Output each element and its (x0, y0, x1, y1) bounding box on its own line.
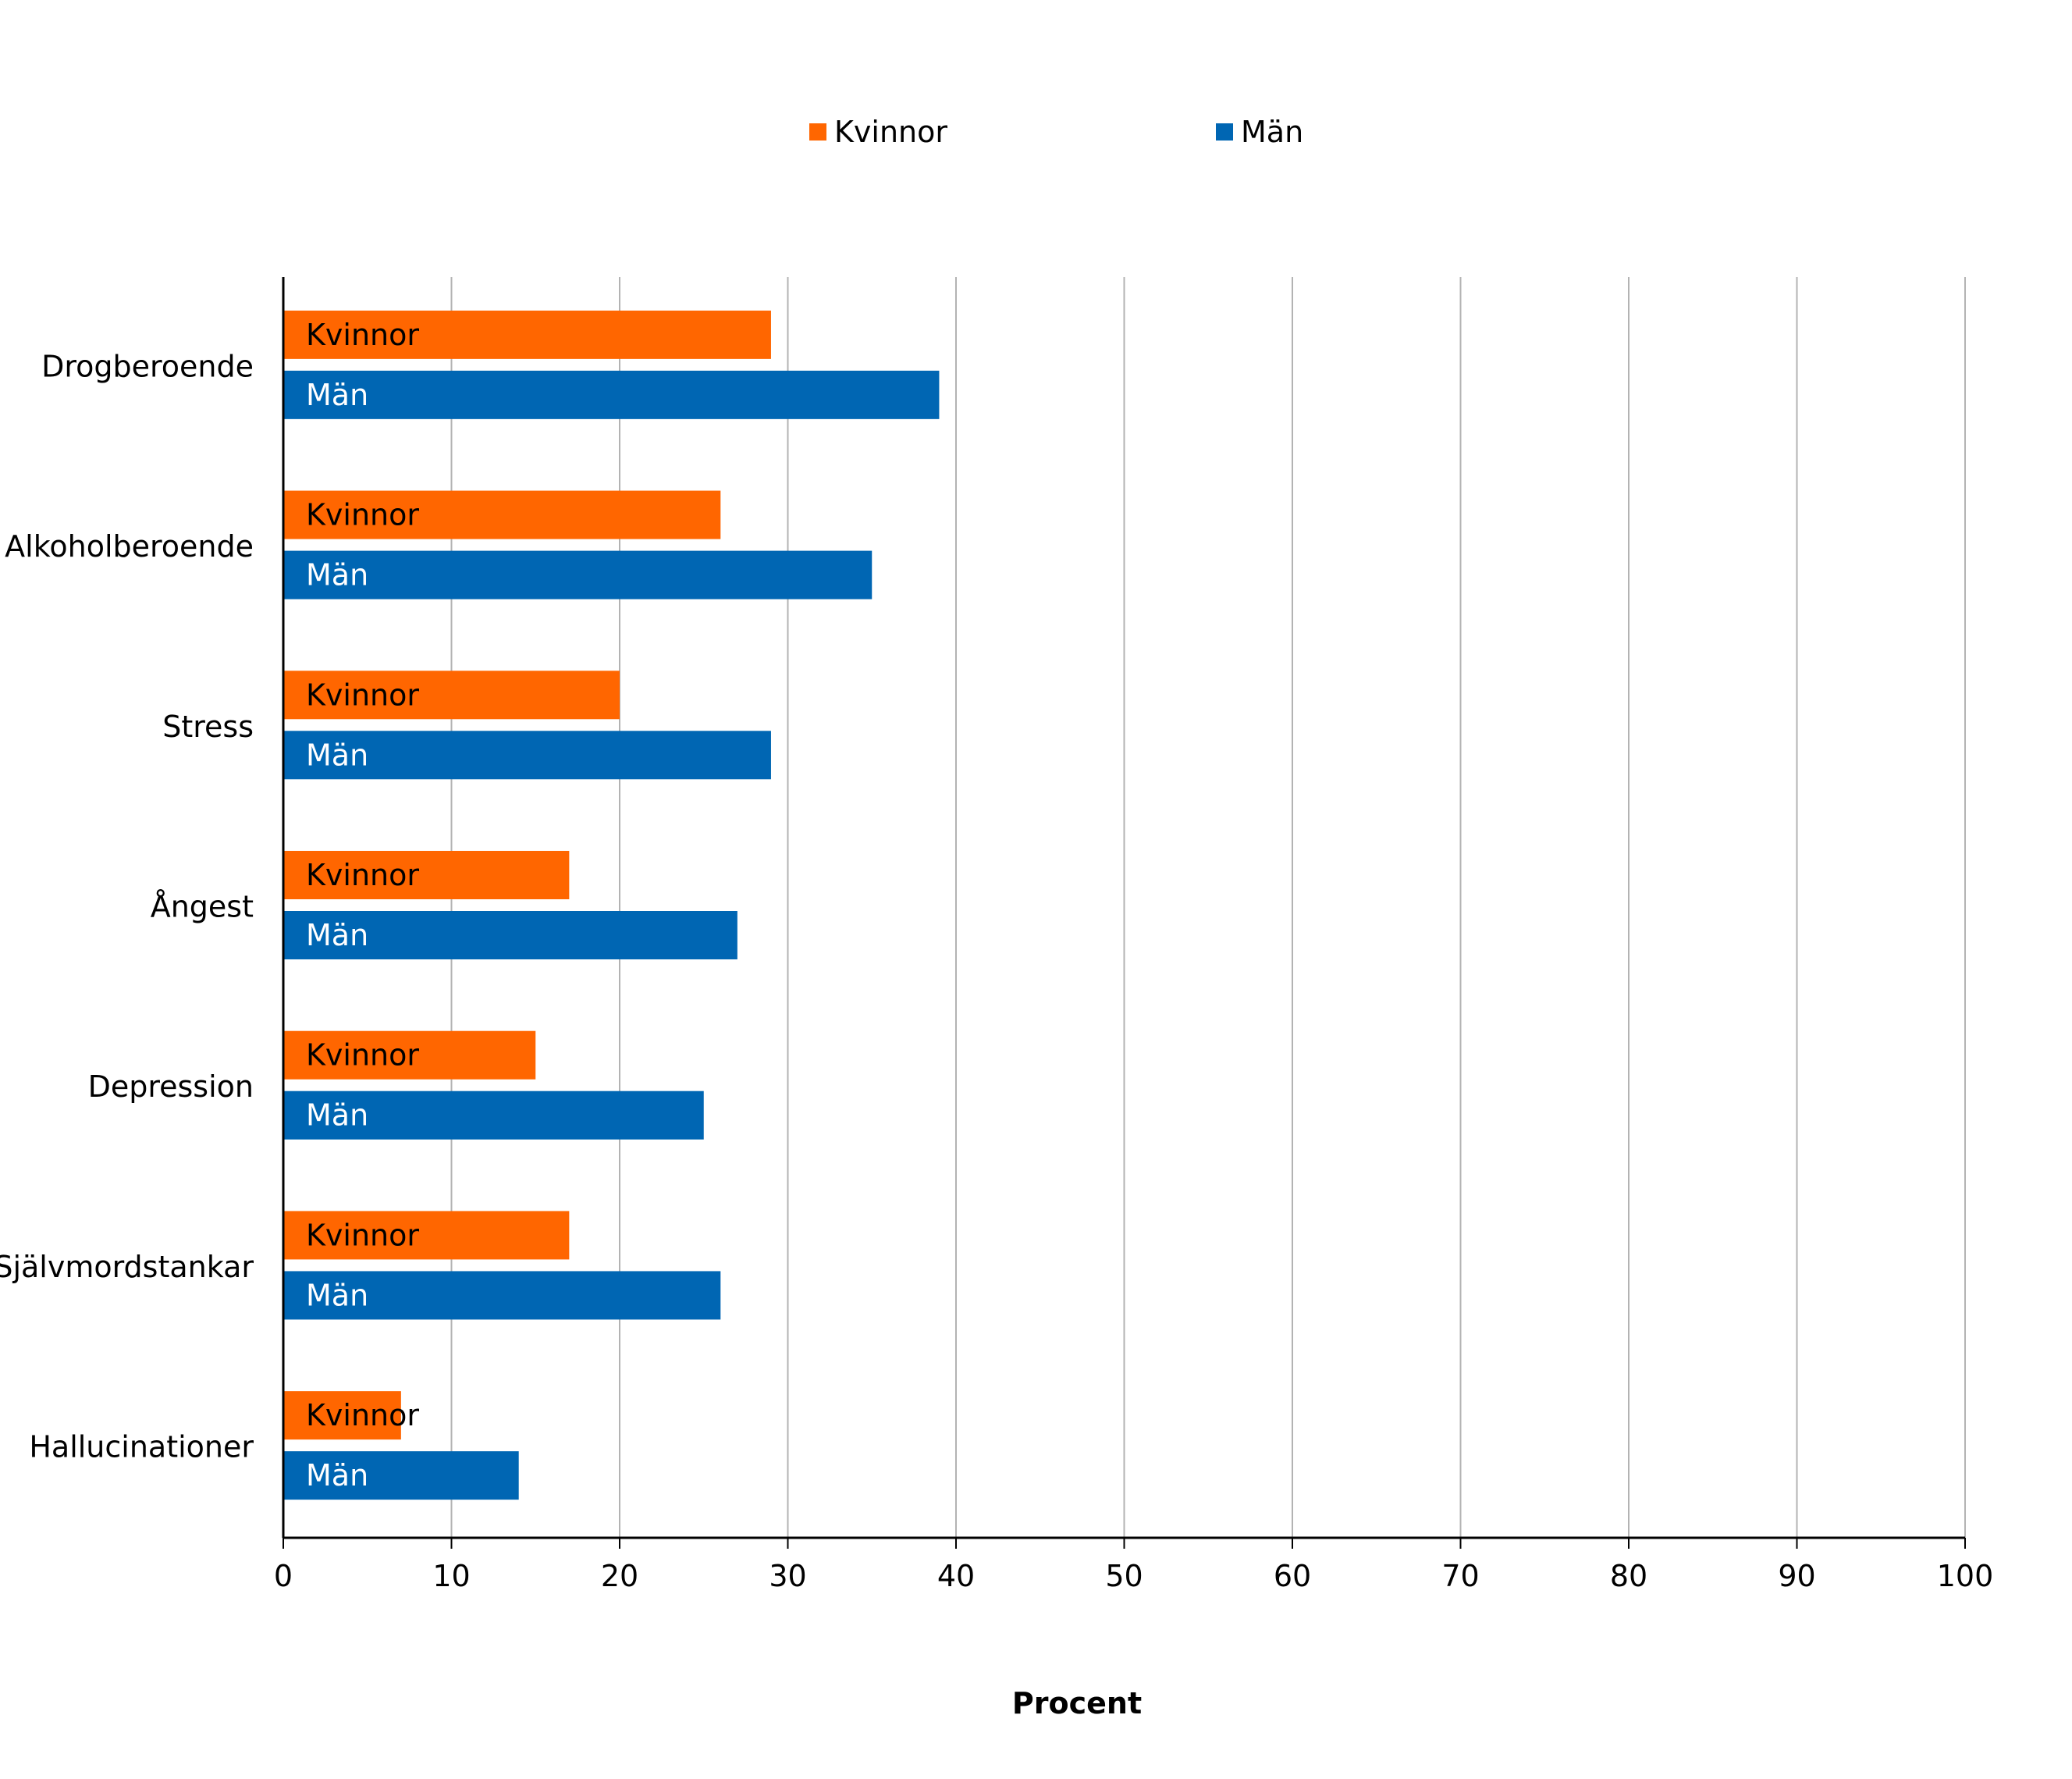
bars: Kvinnor Män Kvinnor Män Kvinnor Män Kvinnor Män… (283, 310, 940, 1500)
bar-man (283, 1091, 704, 1140)
bar-kvinnor (283, 1391, 401, 1440)
category-label: Alkoholberoende (5, 529, 254, 564)
x-tick-label: 20 (601, 1559, 638, 1593)
bar-label: Män (306, 1278, 368, 1312)
bar-man (283, 731, 771, 780)
x-tick-label: 100 (1937, 1559, 1994, 1593)
legend-label: Kvinnor (834, 115, 947, 149)
bar-man (283, 1451, 519, 1500)
x-tick-label: 30 (769, 1559, 806, 1593)
bar-label: Kvinnor (306, 1038, 419, 1073)
bar-label: Kvinnor (306, 1218, 419, 1252)
bar-label: Män (306, 378, 368, 412)
bar-man (283, 550, 873, 600)
x-tick-label: 10 (432, 1559, 470, 1593)
bar-kvinnor (283, 490, 721, 539)
x-axis-title: Procent (1012, 1686, 1142, 1720)
legend-swatch (1216, 123, 1233, 141)
legend-swatch (809, 123, 826, 141)
x-tick-label: 40 (937, 1559, 975, 1593)
x-ticks: 0 10 20 30 40 50 60 70 80 90 100 (274, 1538, 1993, 1593)
bar-man (283, 911, 737, 959)
x-tick-label: 80 (1610, 1559, 1647, 1593)
legend-label: Män (1241, 115, 1303, 149)
bar-label: Kvinnor (306, 498, 419, 532)
bar-kvinnor (283, 310, 771, 359)
bar-label: Män (306, 738, 368, 772)
bar-kvinnor (283, 851, 570, 899)
bar-label: Män (306, 1458, 368, 1493)
bar-label: Kvinnor (306, 318, 419, 352)
bar-man (283, 1271, 721, 1320)
category-label: Depression (88, 1069, 254, 1104)
bar-kvinnor (283, 1030, 536, 1080)
bar-label: Män (306, 1098, 368, 1133)
category-label: Ångest (151, 890, 254, 924)
x-tick-label: 60 (1274, 1559, 1311, 1593)
category-labels: Drogberoende Alkoholberoende Stress Ångest D… (0, 349, 254, 1464)
bar-man (283, 370, 940, 419)
x-tick-label: 50 (1105, 1559, 1143, 1593)
x-tick-label: 90 (1778, 1559, 1815, 1593)
bar-kvinnor (283, 1211, 570, 1260)
bar-label: Kvinnor (306, 678, 419, 712)
category-label: Drogberoende (41, 349, 254, 383)
category-label: Stress (162, 710, 254, 744)
gridlines (450, 277, 1966, 1538)
x-tick-label: 70 (1441, 1559, 1479, 1593)
bar-label: Kvinnor (306, 1398, 419, 1432)
bar-label: Kvinnor (306, 858, 419, 892)
bar-label: Män (306, 918, 368, 952)
legend: Kvinnor Män (809, 115, 1303, 149)
bar-kvinnor (283, 671, 620, 720)
bar-label: Män (306, 558, 368, 592)
x-tick-label: 0 (274, 1559, 293, 1593)
category-label: Självmordstankar (0, 1250, 254, 1284)
category-label: Hallucinationer (29, 1430, 254, 1464)
